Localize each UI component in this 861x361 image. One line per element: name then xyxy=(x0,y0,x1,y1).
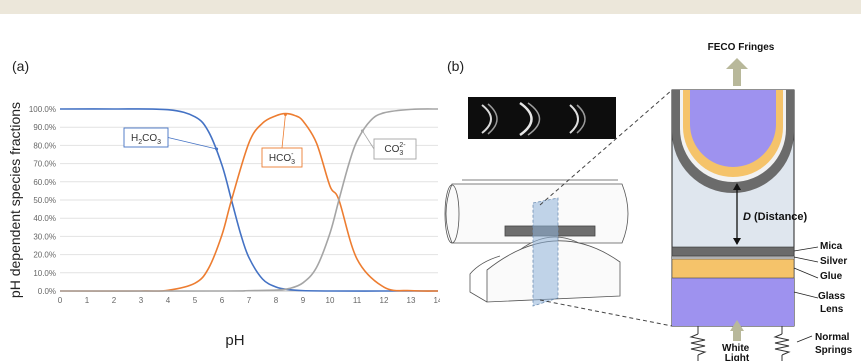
zoom-line-bottom xyxy=(539,299,673,327)
zoom-line-top xyxy=(539,89,673,206)
y-tick-label: 20.0% xyxy=(33,251,56,260)
panel-b-label: (b) xyxy=(447,58,465,74)
callout-label: HCO3- xyxy=(269,151,295,166)
y-tick-label: 100.0% xyxy=(29,105,56,114)
upper-lens xyxy=(672,90,794,193)
x-tick-label: 2 xyxy=(112,296,117,305)
x-tick-label: 9 xyxy=(301,296,306,305)
x-tick-label: 4 xyxy=(166,296,171,305)
apparatus-sketch xyxy=(444,179,629,307)
callout-HCO3-: HCO3- xyxy=(261,112,303,168)
x-tick-label: 5 xyxy=(193,296,198,305)
panel-a-label: (a) xyxy=(12,58,30,74)
y-tick-label: 80.0% xyxy=(33,141,56,150)
right-spring xyxy=(773,326,791,361)
x-tick-label: 7 xyxy=(247,296,252,305)
x-tick-label: 10 xyxy=(326,296,335,305)
x-tick-label: 8 xyxy=(274,296,279,305)
glass-label: Glass xyxy=(818,291,846,302)
series-callouts: H2CO3 HCO3- CO32- xyxy=(123,112,417,168)
x-tick-label: 14 xyxy=(434,296,440,305)
x-tick-label: 13 xyxy=(407,296,416,305)
y-tick-label: 0.0% xyxy=(38,287,56,296)
x-tick-labels: 01234567891011121314 xyxy=(58,296,440,305)
y-tick-label: 60.0% xyxy=(33,178,56,187)
y-tick-label: 30.0% xyxy=(33,232,56,241)
left-spring xyxy=(689,326,707,361)
y-tick-label: 10.0% xyxy=(33,269,56,278)
y-axis-label: pH dependent species fractions xyxy=(7,102,23,298)
feco-fringes-label: FECO Fringes xyxy=(708,42,775,53)
x-axis-label: pH xyxy=(225,332,244,349)
lens-label: Lens xyxy=(820,304,844,315)
white-light-label: White Light xyxy=(722,343,752,361)
silver-label: Silver xyxy=(820,256,847,267)
y-tick-label: 70.0% xyxy=(33,160,56,169)
springs-label: Normal Springs xyxy=(815,332,853,356)
series-line-HCO3- xyxy=(59,112,439,292)
y-tick-labels: 0.0% 10.0% 20.0% 30.0% 40.0% 50.0% 60.0% 70.0% 8… xyxy=(29,105,56,296)
white-light-arrow xyxy=(730,320,744,341)
feco-arrow xyxy=(726,58,748,86)
series-line-H2CO3 xyxy=(59,108,438,292)
species-fraction-chart: 0.0% 10.0% 20.0% 30.0% 40.0% 50.0% 60.0% 70.0% 8… xyxy=(7,102,440,349)
series-lines xyxy=(59,108,439,292)
glue-label: Glue xyxy=(820,271,843,282)
feco-fringe-image xyxy=(468,97,616,139)
x-tick-label: 12 xyxy=(380,296,389,305)
y-tick-label: 50.0% xyxy=(33,196,56,205)
distance-arrow xyxy=(733,183,741,245)
y-tick-label: 40.0% xyxy=(33,214,56,223)
distance-label: D (Distance) xyxy=(743,211,808,223)
top-banner xyxy=(0,0,861,14)
lower-lens xyxy=(671,246,795,326)
callout-CO32-: CO32- xyxy=(360,129,417,160)
callout-H2CO3: H2CO3 xyxy=(123,127,219,151)
x-tick-label: 3 xyxy=(139,296,144,305)
callout-label: CO32- xyxy=(384,142,406,157)
y-tick-label: 90.0% xyxy=(33,123,56,132)
callout-label: H2CO3 xyxy=(131,133,161,146)
mica-label: Mica xyxy=(820,241,843,252)
x-tick-label: 0 xyxy=(58,296,63,305)
x-tick-label: 1 xyxy=(85,296,90,305)
series-line-CO32- xyxy=(59,108,439,292)
x-tick-label: 6 xyxy=(220,296,225,305)
x-tick-label: 11 xyxy=(353,296,362,305)
